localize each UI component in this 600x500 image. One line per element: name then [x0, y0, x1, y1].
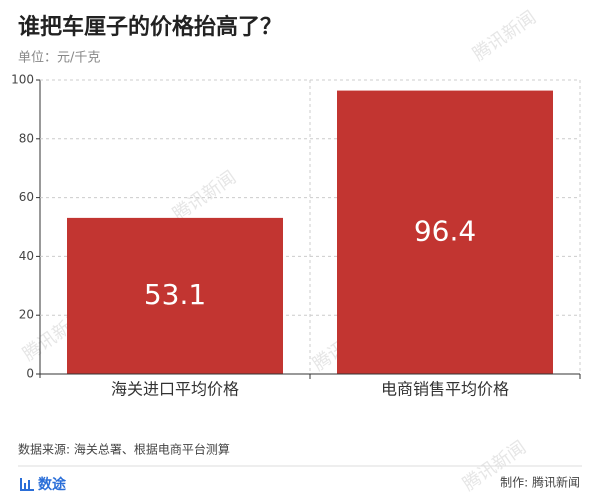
x-tick-label: 海关进口平均价格: [111, 380, 239, 399]
value-label: 96.4: [414, 214, 476, 247]
credit: 制作: 腾讯新闻: [500, 475, 580, 490]
chart-title: 谁把车厘子的价格抬高了？: [18, 14, 282, 40]
source: 数据来源: 海关总署、根据电商平台测算: [18, 442, 230, 457]
bar: [337, 90, 553, 375]
chart-subtitle: 单位：元/千克: [18, 51, 100, 66]
y-tick-label: 80: [19, 131, 34, 145]
watermark: 腾讯新闻: [169, 167, 240, 225]
logo-icon: [20, 478, 34, 491]
brand: 数途: [38, 476, 67, 493]
y-tick-label: 60: [19, 190, 34, 204]
bar: [67, 217, 283, 374]
value-label: 53.1: [144, 278, 206, 311]
y-tick-label: 100: [11, 73, 34, 87]
y-tick-label: 40: [19, 249, 34, 263]
y-tick-label: 0: [26, 367, 34, 381]
x-tick-label: 电商销售平均价格: [381, 380, 509, 399]
watermark: 腾讯新闻: [469, 7, 540, 65]
y-tick-label: 20: [19, 308, 34, 322]
